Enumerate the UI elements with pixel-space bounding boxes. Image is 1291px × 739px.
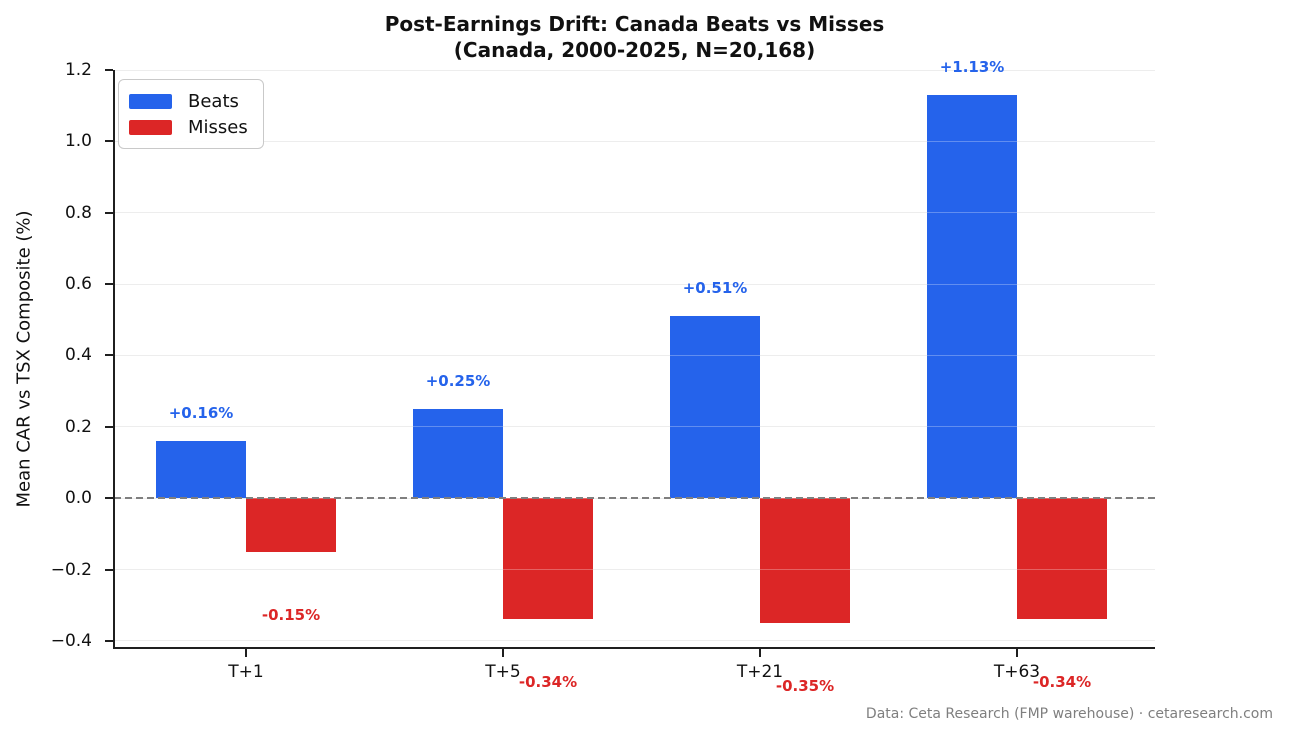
y-tick-label-−0.4: −0.4 xyxy=(50,630,92,651)
y-tick-label-−0.2: −0.2 xyxy=(50,559,92,580)
x-tick-label-t+21: T+21 xyxy=(736,662,784,682)
x-tick-label-t+63: T+63 xyxy=(993,662,1041,682)
y-tick-label-0.2: 0.2 xyxy=(64,416,92,437)
y-tick-0.4 xyxy=(105,354,113,357)
legend: Beats Misses xyxy=(118,79,264,149)
x-tick-label-t+1: T+1 xyxy=(228,662,264,682)
value-label-beats-t+63: +1.13% xyxy=(939,57,1005,76)
x-tick-t+21 xyxy=(759,649,761,657)
zero-baseline xyxy=(114,497,1155,500)
gridline-−0.2 xyxy=(114,569,1155,570)
x-tick-t+1 xyxy=(245,649,247,657)
y-tick-−0.4 xyxy=(105,639,113,642)
y-tick-label-0.8: 0.8 xyxy=(64,202,92,223)
bar-beats-t+21 xyxy=(670,316,760,499)
y-tick-0.8 xyxy=(105,211,113,214)
gridline-0.8 xyxy=(114,212,1155,214)
chart-title-line2: (Canada, 2000-2025, N=20,168) xyxy=(453,38,816,62)
bar-beats-t+63 xyxy=(927,94,1017,499)
chart-title: Post-Earnings Drift: Canada Beats vs Mis… xyxy=(114,11,1155,63)
x-axis-spine xyxy=(113,647,1155,649)
legend-item-beats: Beats xyxy=(129,88,263,114)
legend-item-misses: Misses xyxy=(129,114,263,140)
y-tick-1.2 xyxy=(105,69,113,71)
gridline-overlay-0.8 xyxy=(114,212,1155,214)
bar-misses-t+63 xyxy=(1017,498,1107,620)
y-tick-0.6 xyxy=(105,283,113,286)
y-axis-spine xyxy=(113,70,115,649)
y-tick-0.0 xyxy=(105,497,113,500)
legend-swatch-beats-icon xyxy=(129,93,172,109)
gridline-overlay-0.6 xyxy=(114,283,1155,285)
x-tick-t+63 xyxy=(1016,649,1018,657)
value-label-beats-t+21: +0.51% xyxy=(682,279,748,298)
y-tick-label-0.6: 0.6 xyxy=(64,274,92,295)
legend-swatch-misses-icon xyxy=(129,119,172,135)
value-label-beats-t+1: +0.16% xyxy=(168,404,234,423)
bar-misses-t+21 xyxy=(760,498,850,624)
y-tick-label-0.0: 0.0 xyxy=(64,488,92,509)
gridline-1.2 xyxy=(114,69,1155,71)
footer-credit: Data: Ceta Research (FMP warehouse) · ce… xyxy=(865,706,1273,722)
gridline-overlay-1.2 xyxy=(114,69,1155,71)
y-tick-label-1.0: 1.0 xyxy=(64,131,92,152)
gridline-1.0 xyxy=(114,140,1155,142)
value-label-beats-t+5: +0.25% xyxy=(425,371,491,390)
legend-label-beats: Beats xyxy=(188,90,239,112)
chart-title-line1: Post-Earnings Drift: Canada Beats vs Mis… xyxy=(384,12,885,36)
value-label-misses-t+5: -0.34% xyxy=(518,673,578,692)
value-label-misses-t+1: -0.15% xyxy=(261,605,321,624)
y-tick-−0.2 xyxy=(105,568,113,571)
bar-beats-t+1 xyxy=(156,441,246,499)
x-tick-t+5 xyxy=(502,649,504,657)
bar-misses-t+1 xyxy=(246,498,336,552)
gridline-0.6 xyxy=(114,283,1155,285)
bar-misses-t+5 xyxy=(503,498,593,620)
bar-beats-t+5 xyxy=(413,408,503,499)
gridline-−0.4 xyxy=(114,640,1155,642)
gridline-overlay-0.2 xyxy=(114,426,1155,428)
legend-label-misses: Misses xyxy=(188,116,248,138)
gridline-overlay-−0.4 xyxy=(114,640,1155,642)
gridline-0.4 xyxy=(114,354,1155,356)
x-tick-label-t+5: T+5 xyxy=(485,662,521,682)
y-tick-1.0 xyxy=(105,140,113,143)
gridline-overlay-−0.2 xyxy=(114,569,1155,570)
y-tick-label-1.2: 1.2 xyxy=(64,60,92,80)
gridline-overlay-1.0 xyxy=(114,140,1155,142)
gridline-overlay-0.4 xyxy=(114,354,1155,356)
y-tick-0.2 xyxy=(105,425,113,428)
y-tick-label-0.4: 0.4 xyxy=(64,345,92,366)
value-label-misses-t+63: -0.34% xyxy=(1032,673,1092,692)
value-label-misses-t+21: -0.35% xyxy=(775,677,835,696)
gridline-0.2 xyxy=(114,426,1155,428)
